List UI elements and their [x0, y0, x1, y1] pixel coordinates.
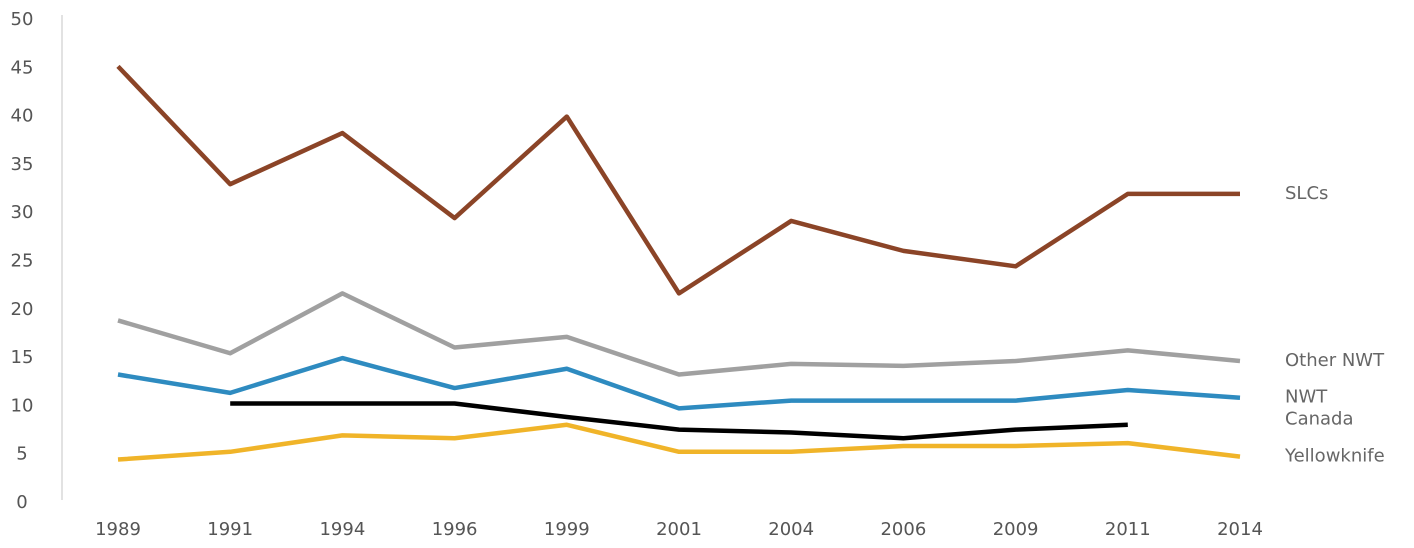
x-tick-label: 1999	[544, 519, 590, 540]
y-tick-label: 15	[11, 347, 34, 368]
series-line	[116, 64, 1240, 296]
series-line	[230, 401, 1128, 441]
legend-label: Other NWT	[1285, 350, 1385, 371]
y-tick-label: 0	[16, 492, 27, 513]
x-tick-label: 1991	[207, 519, 253, 540]
x-tick-label: 2001	[656, 519, 702, 540]
y-tick-label: 10	[11, 395, 34, 416]
x-tick-label: 2014	[1217, 519, 1263, 540]
legend-label: SLCs	[1285, 183, 1328, 204]
series-line	[117, 291, 1241, 377]
x-tick-label: 2006	[880, 519, 926, 540]
x-tick-label: 2004	[768, 519, 814, 540]
y-tick-label: 30	[11, 202, 34, 223]
y-tick-label: 40	[11, 106, 34, 127]
y-tick-label: 45	[11, 57, 34, 78]
y-tick-label: 35	[11, 154, 34, 175]
x-tick-label: 1996	[432, 519, 478, 540]
y-tick-label: 20	[11, 299, 34, 320]
legend-label: Yellowknife	[1284, 446, 1385, 467]
series-line	[117, 355, 1241, 411]
y-tick-label: 50	[11, 9, 34, 30]
x-tick-label: 1994	[319, 519, 365, 540]
y-tick-label: 5	[16, 444, 27, 465]
y-tick-label: 25	[11, 251, 34, 272]
legend-label: NWT	[1285, 387, 1328, 408]
legend-label: Canada	[1285, 409, 1354, 430]
x-tick-label: 2009	[993, 519, 1039, 540]
x-tick-label: 2011	[1105, 519, 1151, 540]
x-tick-label: 1989	[95, 519, 141, 540]
series-line	[117, 422, 1241, 462]
